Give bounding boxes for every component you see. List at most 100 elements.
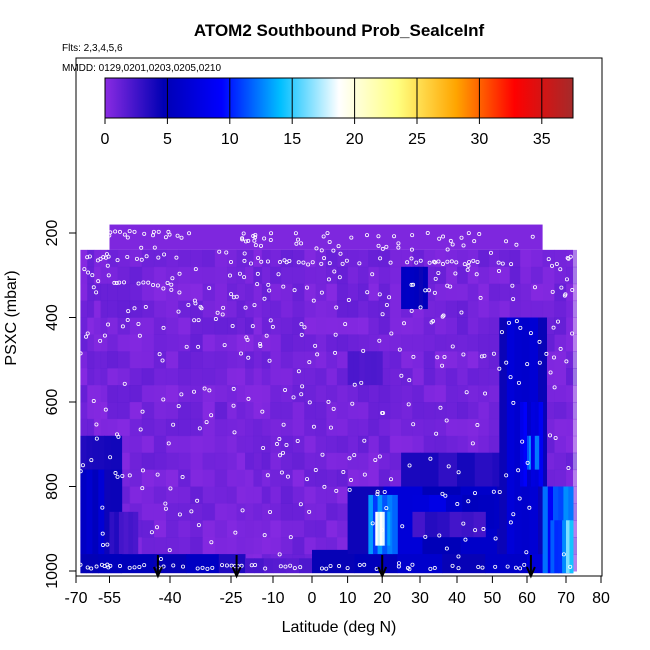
flights-subtitle: Flts: 2,3,4,5,6 [62,43,123,54]
sample-dot [278,260,283,265]
heatmap-cell [93,334,102,352]
heatmap-cell [488,385,500,403]
sample-dot [435,355,440,360]
heatmap-cell [368,385,380,403]
sample-dot [165,280,170,285]
colorbar-tick-label: 25 [408,131,426,148]
heatmap-cell [190,503,204,521]
sample-dot [522,562,527,567]
sample-dot [282,258,287,263]
sample-dot [347,487,352,492]
sample-dot [328,563,333,568]
sample-dot [233,530,238,535]
sample-dot [406,402,411,407]
heatmap-cell [253,452,263,471]
sample-dot [537,360,542,365]
sample-dot [436,259,441,264]
sample-dot [319,290,324,295]
sample-dot [315,352,320,357]
sample-dot [319,261,324,266]
heatmap-cell [418,266,424,310]
heatmap-cell [368,494,374,555]
heatmap-cell [226,385,238,403]
sample-dot [561,552,566,557]
heatmap-cell [392,494,398,555]
heatmap-cell [554,368,567,386]
heatmap-cell [226,537,238,555]
sample-dot [546,257,551,262]
sample-dot [253,232,258,237]
sample-dot [327,239,332,244]
sample-dot [380,246,385,251]
heatmap-cell [527,435,530,470]
heatmap-cell [270,452,282,471]
heatmap-cell [292,368,305,386]
heatmap-cell [554,266,567,285]
sample-dot [168,486,173,491]
heatmap-cell [165,317,179,335]
colorbar-gradient [104,77,574,119]
heatmap-cell [87,334,95,352]
sample-dot [518,325,523,330]
heatmap-cell [245,486,254,504]
sample-dot [204,420,209,425]
heatmap-cell [315,469,327,487]
heatmap-cell [280,503,293,521]
heatmap-cell [389,368,402,386]
heatmap-cell [226,300,238,318]
heatmap-cell [129,317,143,335]
sample-dot [100,505,105,510]
heatmap-cell [226,469,238,487]
heatmap-cell [280,317,293,335]
heatmap-cell [226,249,238,268]
heatmap-cell [286,558,300,574]
heatmap-cell [178,452,191,471]
heatmap-cell [434,385,447,403]
heatmap-cell [542,249,555,268]
heatmap-cell [98,554,123,574]
sample-dot [144,254,149,259]
sample-dot [217,249,222,254]
heatmap-cell [414,266,420,310]
sample-dot [509,262,514,267]
heatmap-cell [253,537,263,555]
sample-dot [481,527,486,532]
heatmap-cell [566,283,577,302]
heatmap-cell [467,368,479,386]
heatmap-cell [336,418,349,437]
sample-dot [410,562,415,567]
heatmap-cell [202,300,216,318]
heatmap-cell [304,283,317,302]
heatmap-cell [270,249,282,268]
heatmap-cell [214,283,228,302]
sample-dot [162,252,167,257]
heatmap-cell [86,469,93,555]
heatmap-cell [226,351,238,369]
heatmap-cell [117,368,131,386]
heatmap-cell [245,266,254,285]
heatmap-cell [412,511,426,538]
heatmap-cell [401,334,413,352]
heatmap-cell [253,300,263,318]
sample-dot [288,563,293,568]
sample-dot [224,563,229,568]
heatmap-cell [165,503,179,521]
heatmap-cell [412,435,425,454]
sample-dot [510,283,515,288]
heatmap-cell [261,520,271,538]
sample-dot [87,244,92,249]
heatmap-cell [202,266,216,285]
heatmap-cell [474,452,493,487]
heatmap-cell [554,351,567,369]
heatmap-cell [117,351,131,369]
sample-dot [525,460,530,465]
heatmap-cell [107,351,119,369]
heatmap-cell [165,452,179,471]
heatmap-cell [368,452,380,471]
sample-dot [196,318,201,323]
sample-dot [548,235,553,240]
sample-dot [337,275,342,280]
heatmap-cell [80,418,88,437]
sample-dot [464,390,469,395]
sample-dot [252,303,257,308]
